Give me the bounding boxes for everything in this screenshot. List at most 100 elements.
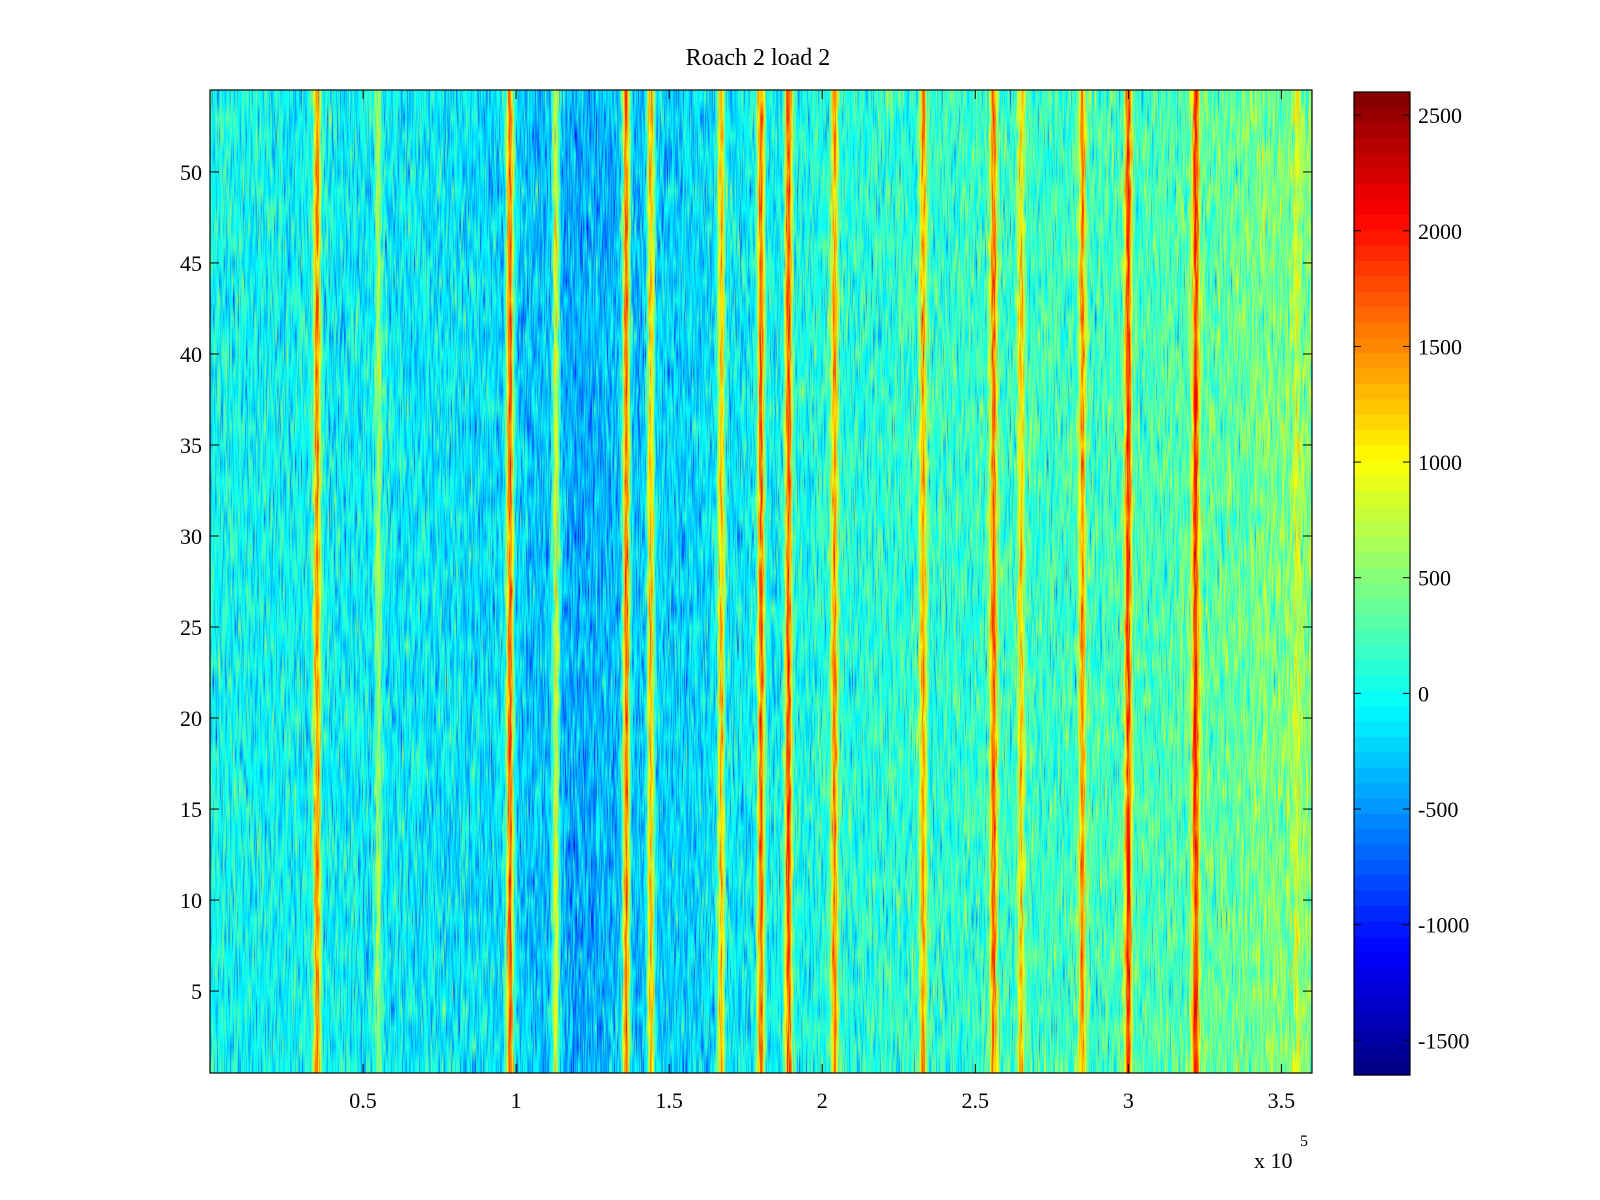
x-tick-label: 2.5 — [962, 1088, 990, 1113]
y-tick-label: 25 — [180, 615, 202, 640]
colorbar-tick-label: 500 — [1418, 566, 1451, 591]
colorbar-band — [1354, 737, 1410, 754]
colorbar-band — [1354, 936, 1410, 953]
x-axis-exponent-base: x 10 — [1254, 1148, 1293, 1173]
x-tick-label: 0.5 — [349, 1088, 377, 1113]
colorbar-band — [1354, 675, 1410, 692]
colorbar-band — [1354, 906, 1410, 923]
colorbar-band — [1354, 691, 1410, 707]
y-tick-label: 35 — [180, 433, 202, 458]
x-tick-label: 3.5 — [1268, 1088, 1296, 1113]
colorbar-band — [1354, 1013, 1410, 1030]
colorbar-tick-label: -1000 — [1418, 913, 1469, 938]
y-tick-label: 40 — [180, 342, 202, 367]
colorbar-band — [1354, 475, 1410, 492]
colorbar-band — [1354, 660, 1410, 677]
colorbar-band — [1354, 921, 1410, 938]
colorbar-band — [1354, 522, 1410, 539]
colorbar-band — [1354, 952, 1410, 969]
colorbar-tick-label: 0 — [1418, 681, 1429, 706]
colorbar-band — [1354, 568, 1410, 585]
colorbar-band — [1354, 153, 1410, 170]
colorbar-band — [1354, 368, 1410, 385]
colorbar-band — [1354, 138, 1410, 155]
colorbar-band — [1354, 92, 1410, 108]
colorbar-band — [1354, 291, 1410, 308]
colorbar-band — [1354, 829, 1410, 846]
colorbar-band — [1354, 506, 1410, 523]
colorbar-band — [1354, 122, 1410, 139]
colorbar-band — [1354, 598, 1410, 615]
colorbar-band — [1354, 859, 1410, 876]
colorbar-band — [1354, 322, 1410, 339]
colorbar-band — [1354, 1028, 1410, 1045]
colorbar-band — [1354, 783, 1410, 800]
colorbar-tick-label: 2500 — [1418, 103, 1462, 128]
colorbar-band — [1354, 214, 1410, 231]
colorbar-band — [1354, 752, 1410, 769]
y-tick-label: 45 — [180, 251, 202, 276]
x-axis-exponent: x 10 5 — [1254, 1133, 1308, 1173]
y-tick-label: 20 — [180, 706, 202, 731]
y-axis: 5 10 15 20 25 30 35 40 45 50 — [180, 160, 1312, 1004]
colorbar-band — [1354, 168, 1410, 185]
colorbar-band — [1354, 199, 1410, 216]
colorbar-band — [1354, 844, 1410, 861]
x-tick-label: 2 — [817, 1088, 828, 1113]
colorbar-tick-label: 1000 — [1418, 450, 1462, 475]
colorbar-tick-label: -500 — [1418, 797, 1458, 822]
colorbar-band — [1354, 107, 1410, 124]
x-tick-label: 1.5 — [655, 1088, 683, 1113]
colorbar-band — [1354, 721, 1410, 738]
colorbar-band — [1354, 445, 1410, 462]
y-tick-label: 50 — [180, 160, 202, 185]
colorbar-band — [1354, 767, 1410, 784]
colorbar-band — [1354, 276, 1410, 293]
colorbar-band — [1354, 583, 1410, 600]
colorbar-band — [1354, 491, 1410, 508]
colorbar-band — [1354, 875, 1410, 892]
colorbar-band — [1354, 798, 1410, 815]
colorbar-band — [1354, 890, 1410, 907]
colorbar-band — [1354, 230, 1410, 247]
colorbar-band — [1354, 245, 1410, 262]
colorbar-band — [1354, 967, 1410, 984]
colorbar-band — [1354, 552, 1410, 569]
colorbar-band — [1354, 629, 1410, 646]
y-tick-label: 15 — [180, 797, 202, 822]
colorbar-band — [1354, 1044, 1410, 1061]
colorbar-band — [1354, 337, 1410, 354]
colorbar-band — [1354, 353, 1410, 370]
colorbar-band — [1354, 184, 1410, 201]
y-tick-label: 5 — [191, 979, 202, 1004]
colorbar-tick-label: 2000 — [1418, 219, 1462, 244]
colorbar-band — [1354, 537, 1410, 554]
colorbar-band — [1354, 998, 1410, 1015]
colorbar-tick-label: 1500 — [1418, 334, 1462, 359]
heatmap-raster — [210, 90, 1312, 1073]
colorbar-band — [1354, 644, 1410, 661]
x-axis: 0.5 1 1.5 2 2.5 3 3.5 — [349, 90, 1295, 1113]
colorbar-band — [1354, 399, 1410, 416]
colorbar-band — [1354, 1059, 1410, 1076]
colorbar-gradient — [1354, 92, 1410, 1076]
plot-frame — [209, 89, 1313, 1074]
plot-area: 0.5 1 1.5 2 2.5 3 3.5 5 10 15 20 25 30 35 40 45 50 x 10… — [180, 89, 1313, 1173]
colorbar-band — [1354, 982, 1410, 999]
colorbar-band — [1354, 383, 1410, 400]
y-tick-label: 30 — [180, 524, 202, 549]
colorbar-band — [1354, 813, 1410, 830]
colorbar-axis: 2500 2000 1500 1000 500 0 -500 -1000 -1500 — [1354, 103, 1469, 1053]
heatmap-image — [210, 90, 1312, 1073]
colorbar: 2500 2000 1500 1000 500 0 -500 -1000 -1500 — [1353, 91, 1469, 1076]
colorbar-band — [1354, 260, 1410, 277]
colorbar-band — [1354, 307, 1410, 323]
colorbar-frame — [1353, 91, 1411, 1076]
x-axis-exponent-power: 5 — [1300, 1133, 1308, 1150]
x-tick-label: 1 — [511, 1088, 522, 1113]
colorbar-band — [1354, 460, 1410, 477]
colorbar-band — [1354, 706, 1410, 723]
colorbar-band — [1354, 429, 1410, 446]
y-tick-label: 10 — [180, 888, 202, 913]
